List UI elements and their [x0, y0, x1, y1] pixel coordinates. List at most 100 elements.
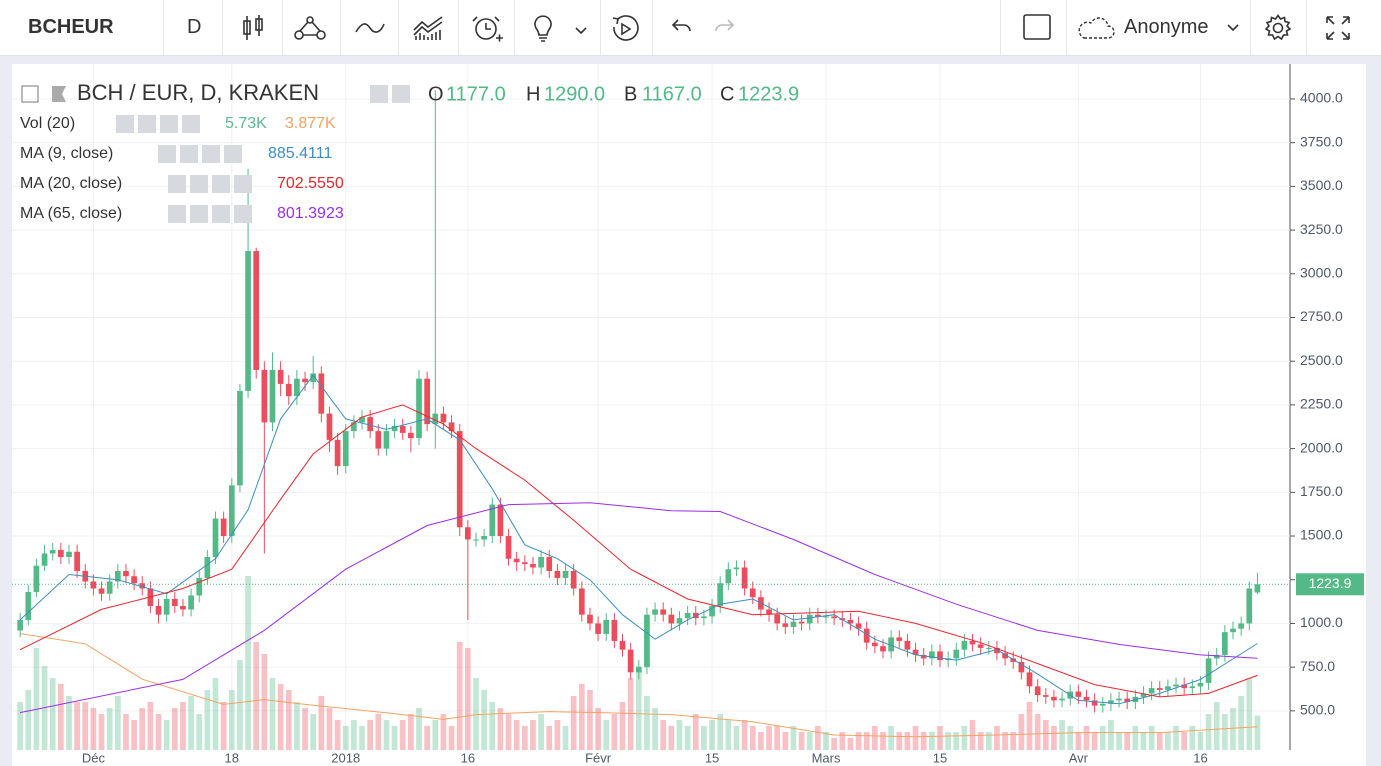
volume-bar — [1059, 720, 1065, 750]
candle-body — [815, 614, 821, 617]
volume-bar — [595, 708, 601, 750]
volume-bar — [1140, 732, 1147, 750]
volume-bar — [1018, 714, 1025, 750]
settings-button[interactable] — [1264, 14, 1294, 44]
separator — [600, 0, 601, 55]
candle-body — [611, 619, 618, 641]
legend-icon — [370, 85, 388, 103]
legend-icon — [190, 175, 208, 193]
candle-body — [872, 642, 878, 647]
user-caret[interactable] — [1226, 14, 1242, 42]
y-tick-label: 4000.0 — [1300, 90, 1343, 106]
volume-bar — [123, 714, 129, 750]
y-tick-label: 750.0 — [1300, 658, 1335, 674]
volume-bar — [294, 702, 300, 750]
candle-body — [741, 567, 748, 589]
candle-body — [725, 569, 732, 584]
volume-bar — [611, 714, 618, 750]
candle-body — [171, 598, 178, 606]
volume-bar — [701, 726, 707, 750]
candle-body — [375, 431, 382, 449]
x-tick-label: 16 — [461, 750, 475, 765]
candle-body — [717, 583, 724, 606]
volume-bar — [74, 702, 80, 750]
ideas-button[interactable] — [530, 14, 590, 44]
volume-bar — [1148, 726, 1155, 750]
volume-bar — [937, 726, 943, 750]
volume-bar — [82, 702, 89, 750]
volume-bar — [985, 732, 992, 750]
candle-body — [635, 667, 642, 673]
legend-icon — [212, 205, 230, 223]
layout-button[interactable] — [1022, 14, 1052, 42]
y-tick-label: 1000.0 — [1300, 614, 1343, 630]
volume-bar — [481, 690, 487, 750]
separator — [1066, 0, 1067, 55]
candle-body — [399, 425, 406, 433]
volume-bar — [196, 714, 203, 750]
legend-icon — [190, 205, 208, 223]
volume-bar — [994, 726, 1000, 750]
volume-bar — [383, 720, 390, 750]
candle-body — [408, 432, 414, 439]
candle-body — [98, 588, 105, 594]
candle-body — [220, 518, 227, 537]
separator — [282, 0, 283, 55]
candle-body — [1042, 695, 1049, 697]
interval-button[interactable]: D — [187, 16, 202, 38]
volume-bar — [432, 720, 439, 750]
volume-bar — [351, 720, 357, 750]
candle-body — [326, 413, 333, 440]
separator — [1000, 0, 1001, 55]
x-tick-label: 15 — [705, 750, 719, 765]
toolbar: BCHEUR D Anonyme — [0, 0, 1381, 56]
user-menu[interactable]: Anonyme — [1124, 16, 1209, 38]
ohlc-key: H — [526, 83, 540, 105]
alert-button[interactable] — [472, 14, 504, 44]
candle-body — [57, 550, 64, 557]
candle-body — [180, 605, 186, 610]
volume-bar — [342, 726, 349, 750]
volume-bar — [823, 732, 829, 750]
fullscreen-button[interactable] — [1324, 14, 1352, 42]
volume-bar — [1213, 702, 1220, 750]
symbol-button[interactable]: BCHEUR — [28, 16, 114, 38]
candle-body — [790, 621, 797, 627]
replay-button[interactable] — [610, 14, 640, 44]
candle-body — [448, 422, 455, 432]
indicators-button[interactable] — [354, 14, 386, 42]
candle-body — [603, 619, 610, 634]
indicator-value: 702.5550 — [277, 175, 344, 192]
candle-body — [440, 413, 447, 423]
volume-bar — [888, 726, 894, 750]
candle-body — [17, 619, 23, 631]
candle-body — [782, 623, 789, 627]
chart-style-button[interactable] — [240, 14, 266, 42]
legend-icon — [212, 175, 230, 193]
volume-bar — [831, 738, 838, 750]
legend-icon — [202, 145, 220, 163]
volume-bar — [920, 732, 927, 750]
candle-body — [774, 614, 781, 624]
volume-bar — [546, 726, 553, 750]
volume-bar — [1205, 714, 1212, 750]
candle-body — [277, 369, 284, 384]
undo-button[interactable] — [670, 14, 694, 38]
templates-button[interactable] — [412, 14, 446, 42]
compare-button[interactable] — [292, 14, 328, 42]
y-tick-label: 2750.0 — [1300, 308, 1343, 324]
candle-body — [587, 614, 593, 624]
redo-button[interactable] — [712, 14, 736, 38]
volume-bar — [253, 642, 260, 750]
volume-bar — [872, 726, 878, 750]
volume-bar — [961, 726, 968, 750]
volume-bar — [1132, 726, 1139, 750]
candle-body — [920, 654, 927, 659]
volume-bar — [497, 708, 504, 750]
x-tick-label: 2018 — [331, 750, 360, 765]
volume-bar — [806, 732, 813, 750]
candle-body — [497, 504, 504, 537]
indicator-name: Vol (20) — [20, 115, 75, 132]
volume-bar — [1026, 702, 1033, 750]
candle-body — [228, 485, 235, 537]
